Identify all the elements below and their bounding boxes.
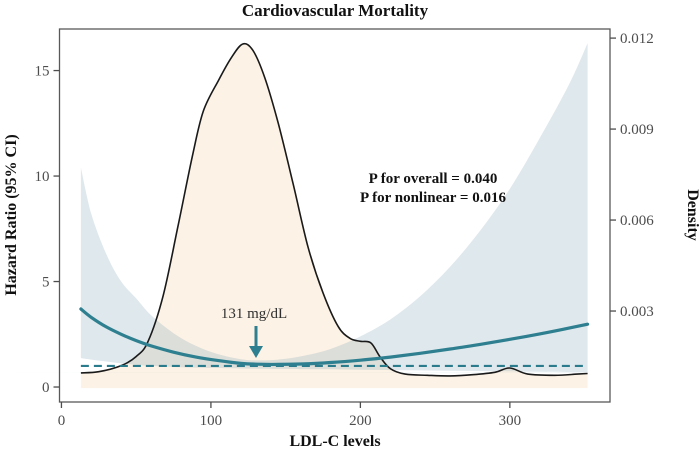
y-right-axis-title: Density [684, 189, 700, 241]
panel-border [58, 28, 611, 403]
x-tick-label: 200 [349, 413, 372, 429]
p-nonlinear-annotation: P for nonlinear = 0.016 [360, 190, 506, 206]
x-tick-label: 300 [499, 413, 522, 429]
y-right-tick-label: 0.006 [620, 213, 654, 229]
y-left-tick-label: 15 [35, 64, 50, 80]
x-tick-label: 100 [200, 413, 223, 429]
min-point-label: 131 mg/dL [221, 306, 287, 322]
y-left-axis-title: Hazard Ratio (95% CI) [3, 134, 20, 295]
y-right-tick-label: 0.012 [620, 31, 654, 47]
y-left-tick-label: 5 [42, 275, 50, 291]
density-area [80, 43, 588, 389]
y-left-tick-label: 0 [42, 380, 50, 396]
chart-layers: 0 100 200 300 0 5 10 15 0.003 0.006 0.009 0.012 [0, 28, 654, 429]
p-overall-annotation: P for overall = 0.040 [369, 171, 498, 187]
chart-title: Cardiovascular Mortality [242, 1, 429, 20]
confidence-band [0, 43, 588, 373]
x-axis-title: LDL-C levels [289, 433, 380, 450]
hazard-ratio-line [79, 307, 590, 367]
min-point-down-arrow-icon [249, 326, 263, 358]
density-line [80, 42, 588, 377]
y-left-tick-label: 10 [35, 169, 50, 185]
y-right-tick-label: 0.009 [620, 122, 654, 138]
y-right-tick-label: 0.003 [620, 304, 654, 320]
x-tick-label: 0 [58, 413, 66, 429]
